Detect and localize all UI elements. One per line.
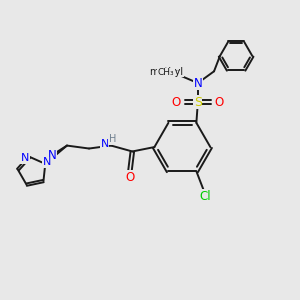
Text: N: N [43,158,51,167]
Text: N: N [48,149,56,162]
Text: O: O [215,96,224,109]
Text: S: S [194,96,202,109]
Text: N: N [100,140,109,149]
Text: O: O [172,96,181,109]
Text: O: O [125,171,135,184]
Text: H: H [109,134,116,144]
Text: methyl: methyl [176,70,181,71]
Text: N: N [21,153,29,163]
Text: Cl: Cl [200,190,211,203]
Text: CH₃: CH₃ [158,68,174,77]
Text: N: N [194,76,202,90]
Text: methyl: methyl [149,67,183,77]
